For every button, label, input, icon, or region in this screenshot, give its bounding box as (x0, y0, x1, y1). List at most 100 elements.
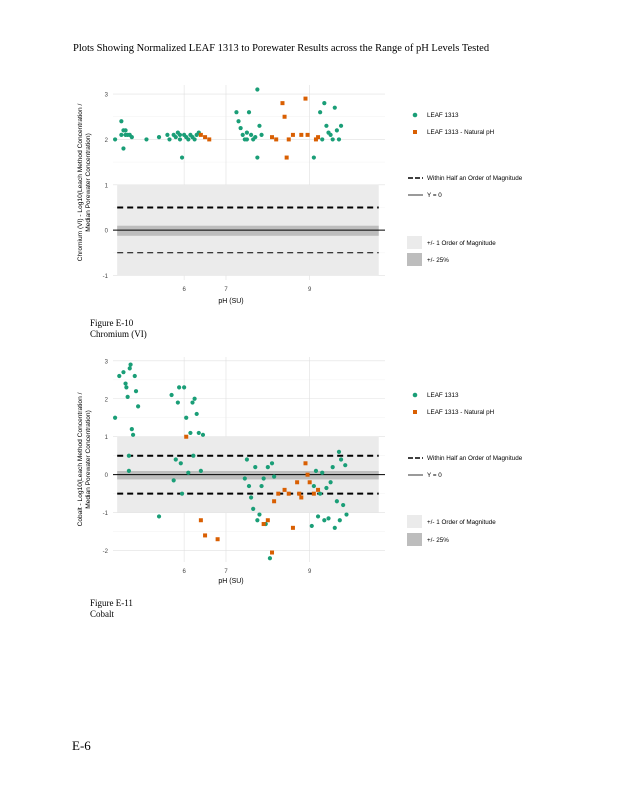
fig1-point-leaf (253, 464, 258, 470)
fig1-legend-label-y-zero: Y = 0 (427, 472, 442, 479)
fig1-legend-label-half-order: Within Half an Order of Magnitude (427, 455, 523, 462)
fig1-point-leaf (337, 518, 342, 523)
fig1-point-natural (272, 499, 277, 504)
fig0-legend-key-natural (413, 130, 417, 134)
fig0-legend-label-natural: LEAF 1313 - Natural pH (427, 129, 495, 136)
fig0-point-natural (316, 135, 321, 140)
fig1-point-natural (290, 525, 295, 530)
fig1-point-leaf (184, 415, 189, 420)
fig0-point-natural (207, 137, 212, 142)
fig1-point-leaf (269, 461, 275, 466)
fig1-point-leaf (251, 506, 256, 511)
fig0-point-leaf (255, 155, 260, 160)
fig1-point-natural (295, 480, 300, 485)
fig0-point-leaf (336, 137, 342, 142)
fig0-legend-label-half-order: Within Half an Order of Magnitude (427, 175, 523, 182)
fig0-point-leaf (192, 137, 197, 142)
fig0-point-leaf (328, 132, 333, 137)
fig1-point-leaf (334, 499, 339, 504)
fig0-point-leaf (236, 119, 241, 124)
fig0-point-leaf (234, 110, 239, 115)
fig1-point-leaf (267, 556, 273, 561)
fig0-band-25pct (117, 225, 379, 236)
fig1-point-leaf (169, 392, 174, 398)
fig1-point-leaf (121, 370, 126, 375)
fig0-legend-label-one-order: +/- 1 Order of Magnitude (427, 240, 496, 247)
fig0-point-natural (274, 137, 279, 142)
fig1-point-leaf (125, 394, 130, 399)
fig1-point-natural (261, 522, 266, 527)
fig1-point-leaf (259, 483, 264, 489)
fig0-point-natural (299, 132, 304, 137)
fig1-point-leaf (326, 516, 331, 521)
fig1-legend-key-25pct (407, 533, 422, 546)
fig1-point-natural (299, 495, 304, 500)
fig1-x-tick-label: 9 (308, 569, 312, 575)
fig1-point-leaf (322, 518, 327, 523)
fig0-legend-label-leaf: LEAF 1313 (427, 112, 459, 119)
fig1-point-natural (305, 472, 310, 477)
fig0-point-natural (290, 132, 295, 137)
fig0-y-tick-label: 2 (105, 138, 109, 144)
fig1-point-leaf (129, 427, 134, 432)
fig1-point-leaf (330, 464, 335, 470)
fig0-y-tick-label: 1 (105, 183, 109, 189)
fig1-point-leaf (265, 464, 270, 470)
fig0-point-leaf (324, 123, 329, 128)
fig1-legend-key-leaf (412, 392, 418, 398)
fig1-y-axis-label-line2: Median Porewater Concentration) (85, 410, 92, 509)
fig1-point-leaf (341, 502, 346, 508)
fig1-point-leaf (123, 381, 128, 386)
fig0-point-leaf (156, 135, 162, 140)
fig1-point-leaf (173, 457, 178, 462)
fig0-point-leaf (167, 137, 172, 142)
fig1-point-leaf (344, 512, 349, 517)
fig1-legend-label-one-order: +/- 1 Order of Magnitude (427, 519, 496, 526)
fig1-point-leaf (246, 483, 252, 489)
fig1-point-leaf (309, 523, 314, 529)
fig1-point-natural (303, 461, 308, 466)
fig1-point-leaf (311, 483, 316, 489)
fig1-legend-key-one-order (407, 515, 422, 528)
fig0-plot: -1 0 1 2 3 6 7 9 pH (SU) Chromium (VI) - Log10(Le… (77, 85, 523, 305)
fig1-point-natural (286, 491, 291, 496)
figure-e10-title: Chromium (VI) (90, 329, 147, 339)
fig0-point-leaf (334, 128, 339, 133)
fig1-y-axis-label-line1: Cobalt - Log10(Leach Method Concentratio… (77, 392, 84, 526)
figure-e11-caption: Figure E-11 Cobalt (90, 598, 133, 620)
fig1-point-leaf (272, 474, 277, 479)
fig0-point-leaf (173, 135, 178, 140)
fig1-point-leaf (126, 453, 132, 458)
fig0-point-leaf (129, 135, 134, 140)
page-number: E-6 (72, 738, 91, 753)
fig1-point-leaf (338, 457, 344, 462)
fig0-y-tick-label: -1 (103, 274, 109, 280)
figure-e11-title: Cobalt (90, 609, 114, 619)
figure-e10-caption: Figure E-10 Chromium (VI) (90, 318, 147, 340)
fig1-y-tick-label: -2 (103, 549, 109, 555)
fig0-point-leaf (238, 125, 243, 131)
fig1-y-tick-label: 3 (105, 359, 109, 365)
fig1-point-leaf (124, 385, 129, 390)
fig1-legend-label-natural: LEAF 1313 - Natural pH (427, 409, 495, 416)
fig1-point-leaf (186, 470, 191, 475)
fig1-point-leaf (244, 457, 250, 462)
fig1-legend-key-natural (413, 410, 417, 414)
fig0-point-leaf (338, 123, 344, 128)
fig0-point-leaf (330, 137, 335, 142)
fig1-point-leaf (128, 362, 133, 367)
fig0-x-tick-label: 7 (224, 287, 228, 293)
fig0-point-leaf (253, 135, 258, 140)
fig0-point-leaf (320, 137, 325, 142)
fig0-point-leaf (240, 132, 245, 137)
fig0-legend-key-leaf (412, 112, 418, 118)
fig1-point-leaf (198, 468, 203, 473)
fig1-point-natural (184, 434, 189, 439)
fig0-point-leaf (244, 130, 250, 135)
fig1-point-leaf (133, 389, 139, 394)
fig0-x-tick-label: 9 (308, 287, 312, 293)
fig1-point-leaf (188, 430, 193, 436)
fig1-point-natural (276, 491, 281, 496)
fig1-point-leaf (315, 514, 321, 519)
fig1-point-leaf (248, 495, 254, 500)
